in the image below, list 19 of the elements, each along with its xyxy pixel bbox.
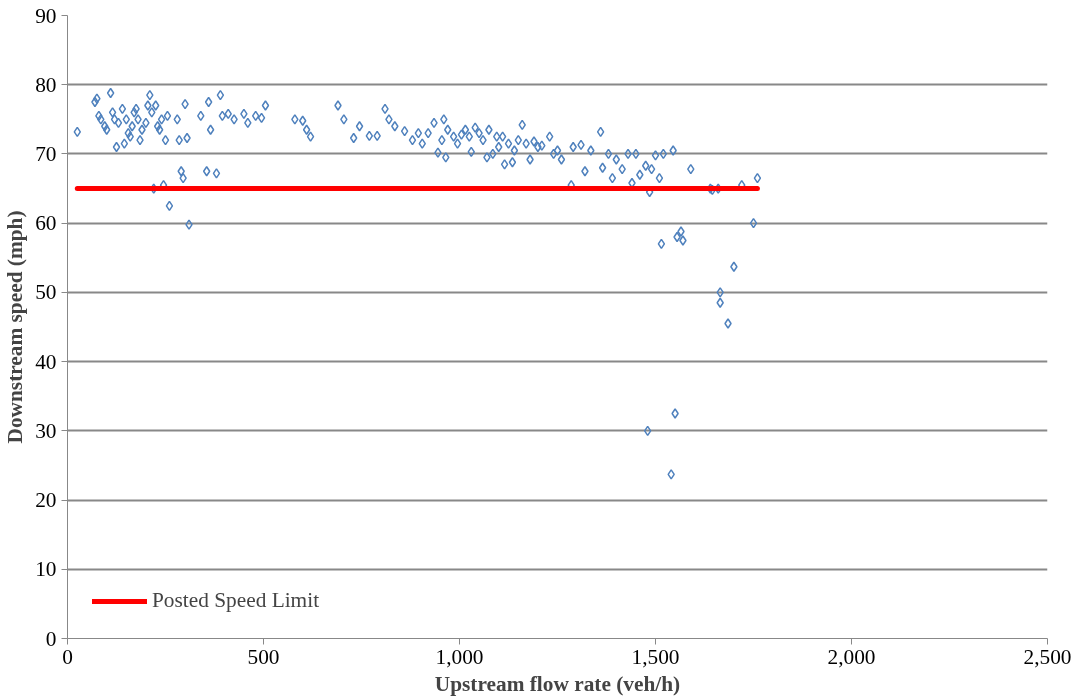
legend-label: Posted Speed Limit <box>152 588 320 613</box>
y-axis-title: Downstream speed (mph) <box>3 210 28 444</box>
y-tick-label: 0 <box>45 626 57 651</box>
y-tick-label: 10 <box>35 557 57 582</box>
x-tick-label: 2,500 <box>1023 644 1072 669</box>
y-tick-label: 70 <box>35 141 57 166</box>
y-tick-label: 30 <box>35 418 57 443</box>
y-tick-label: 50 <box>35 280 57 305</box>
x-tick-label: 2,000 <box>827 644 876 669</box>
x-tick-label: 0 <box>62 644 73 669</box>
y-tick-label: 80 <box>35 72 57 97</box>
y-tick-label: 60 <box>35 211 57 236</box>
y-tick-label: 90 <box>35 3 57 28</box>
y-tick-label: 20 <box>35 488 57 513</box>
x-tick-label: 500 <box>247 644 280 669</box>
x-tick-label: 1,500 <box>631 644 680 669</box>
x-tick-label: 1,000 <box>435 644 484 669</box>
x-axis-title: Upstream flow rate (veh/h) <box>434 671 681 696</box>
y-tick-label: 40 <box>35 349 57 374</box>
